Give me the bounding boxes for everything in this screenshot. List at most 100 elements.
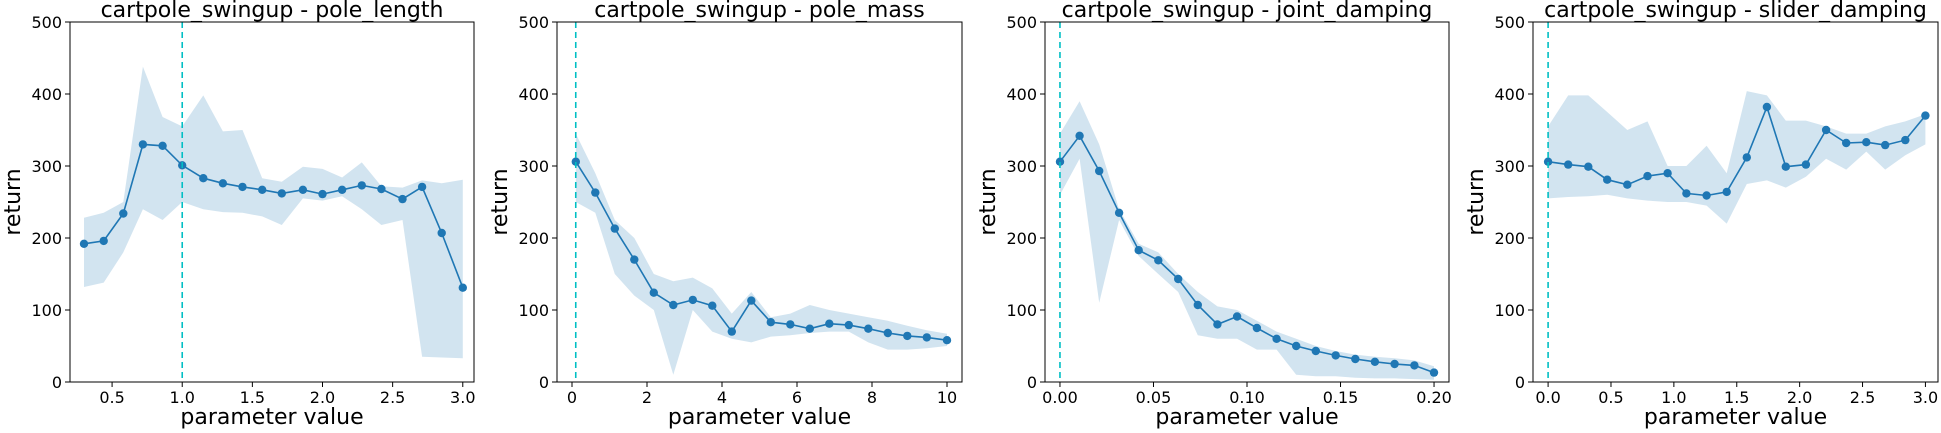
data-point [1055, 157, 1065, 166]
data-point [571, 157, 580, 166]
data-point [1429, 368, 1439, 377]
data-point [688, 295, 697, 305]
y-tick-label: 500 [1006, 13, 1037, 32]
x-tick-label: 1.0 [1661, 388, 1686, 407]
x-tick-label: 2.0 [310, 388, 335, 407]
data-point [1410, 361, 1419, 370]
axes-frame [69, 21, 475, 383]
chart-panel-3: 0.00 0.05 0.10 0.15 0.20 0 100 200 300 400 500 cart… [976, 0, 1452, 430]
confidence-band [84, 66, 463, 359]
confidence-band [1060, 101, 1434, 380]
x-tick-label: 1.0 [169, 388, 194, 407]
y-tick-label: 100 [31, 301, 62, 320]
data-point [786, 320, 795, 329]
data-point [630, 255, 639, 264]
data-point [1742, 153, 1752, 162]
y-tick-label: 300 [1006, 157, 1037, 176]
data-point [825, 319, 834, 328]
x-tick-label: 2.5 [1850, 388, 1875, 407]
y-tick-label: 300 [518, 157, 549, 176]
x-axis-label: parameter value [1155, 405, 1338, 430]
data-point [1272, 334, 1281, 343]
data-point [1603, 175, 1612, 184]
data-point [1390, 359, 1399, 369]
data-point [1663, 169, 1672, 178]
data-point [218, 179, 228, 188]
data-point [138, 140, 148, 149]
y-tick-label: 300 [31, 157, 62, 176]
data-point [610, 224, 619, 233]
y-tick-label: 0 [539, 373, 549, 392]
chart-title: cartpole_swingup - slider_damping [1544, 0, 1927, 23]
data-point [1193, 300, 1203, 310]
data-point [357, 181, 366, 190]
y-tick-label: 100 [1494, 301, 1525, 320]
x-tick-label: 0.0 [1535, 388, 1560, 407]
data-point [766, 318, 775, 327]
data-point [458, 283, 467, 292]
x-axis-label: parameter value [180, 405, 363, 430]
x-tick-label: 4 [717, 388, 727, 407]
data-point [398, 194, 407, 204]
data-point [649, 288, 658, 297]
data-point [1075, 131, 1084, 140]
x-tick-label: 0.5 [99, 388, 124, 407]
data-point [1114, 208, 1124, 217]
x-tick-label: 0 [567, 388, 577, 407]
y-axis-label: return [976, 168, 1001, 235]
y-tick-label: 500 [518, 13, 549, 32]
data-point [1682, 189, 1691, 198]
x-tick-label: 6 [792, 388, 802, 407]
y-tick-label: 200 [31, 229, 62, 248]
data-point [747, 296, 756, 305]
data-point [1862, 138, 1871, 147]
x-tick-label: 3.0 [450, 388, 475, 407]
data-point [1095, 166, 1104, 176]
data-point [417, 182, 427, 192]
chart-panel-1: 0.5 1.0 1.5 2.0 2.5 3.0 0 100 200 300 400 500 cartpo… [1, 0, 476, 430]
data-point [1821, 125, 1831, 135]
y-tick-label: 500 [31, 13, 62, 32]
data-point [922, 333, 931, 342]
y-tick-label: 400 [1006, 85, 1037, 104]
data-point [708, 301, 717, 310]
data-point [942, 336, 952, 345]
x-tick-label: 0.15 [1323, 388, 1359, 407]
data-point [1801, 160, 1811, 169]
y-tick-label: 400 [31, 85, 62, 104]
data-point [864, 324, 873, 333]
data-point [669, 300, 678, 310]
data-point [79, 239, 89, 248]
data-point [727, 327, 736, 336]
y-axis-label: return [1, 168, 26, 235]
data-point [1881, 140, 1890, 150]
data-point [1351, 354, 1360, 364]
data-point [1370, 357, 1380, 366]
data-point [903, 331, 912, 341]
chart-title: cartpole_swingup - pole_mass [594, 0, 925, 23]
data-point [258, 185, 267, 194]
data-point [277, 189, 286, 198]
x-tick-label: 1.5 [240, 388, 265, 407]
data-point [1921, 111, 1930, 120]
data-point [1134, 246, 1143, 255]
data-point [238, 182, 247, 192]
data-point [1623, 180, 1632, 189]
x-tick-label: 0.10 [1229, 388, 1265, 407]
data-point [377, 184, 386, 194]
data-point [1232, 312, 1242, 321]
x-tick-label: 2.0 [1787, 388, 1812, 407]
y-tick-label: 300 [1494, 157, 1525, 176]
x-tick-label: 1.5 [1724, 388, 1749, 407]
data-point [337, 185, 347, 194]
data-point [1781, 162, 1791, 171]
x-tick-label: 8 [867, 388, 877, 407]
x-axis-label: parameter value [668, 405, 851, 430]
y-tick-label: 0 [1515, 373, 1525, 392]
data-point [1702, 191, 1711, 200]
data-point [1154, 256, 1163, 265]
data-point [298, 185, 308, 194]
data-point [1901, 135, 1910, 145]
